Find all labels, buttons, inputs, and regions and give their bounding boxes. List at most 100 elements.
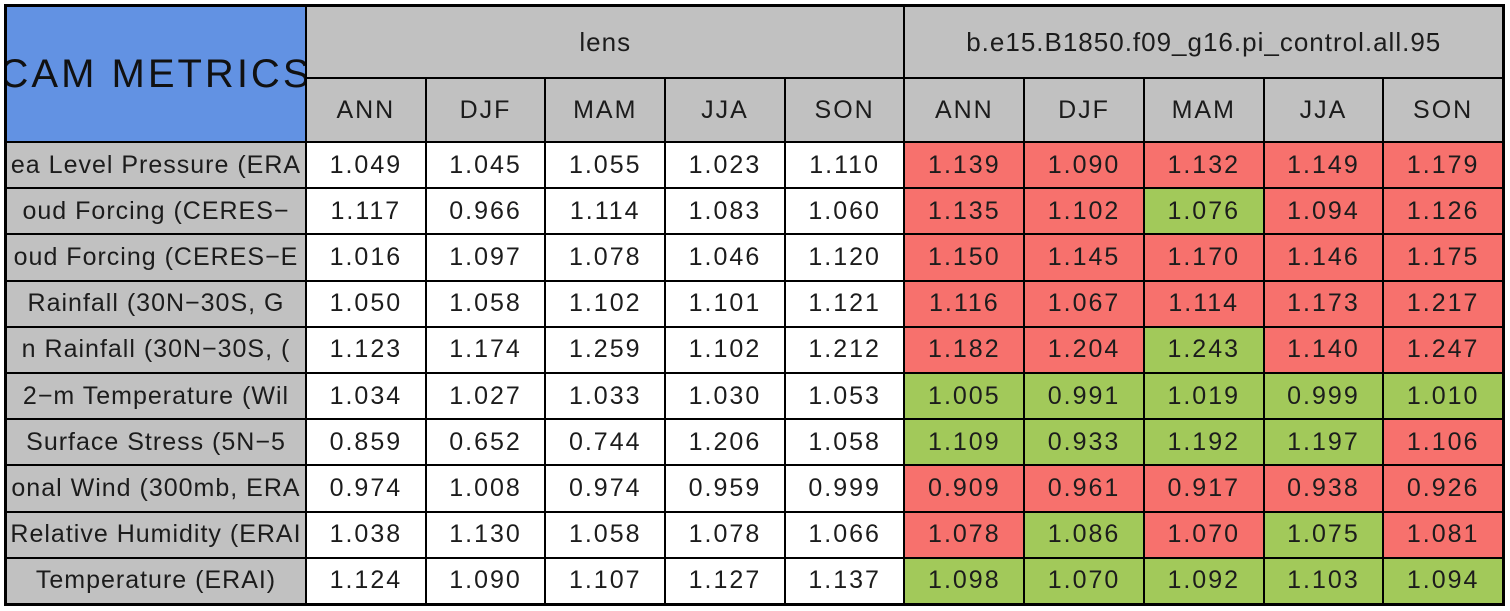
lens-value-cell: 1.101 (664, 279, 784, 326)
lens-value-cell: 1.016 (305, 233, 425, 280)
row-label: Temperature (ERAI) (7, 556, 305, 603)
control-value-cell: 1.078 (903, 510, 1024, 557)
lens-value-cell: 1.053 (783, 372, 904, 419)
control-value-cell: 1.217 (1382, 279, 1502, 326)
col-header-control-son: SON (1382, 77, 1502, 141)
row-label: n Rainfall (30N−30S, ( (7, 325, 305, 372)
row-label: onal Wind (300mb, ERA (7, 464, 305, 511)
row-label: Surface Stress (5N−5 (7, 418, 305, 465)
control-value-cell: 0.926 (1382, 464, 1502, 511)
control-value-cell: 1.243 (1142, 325, 1263, 372)
lens-value-cell: 0.974 (544, 464, 665, 511)
control-value-cell: 1.135 (903, 187, 1024, 234)
control-value-cell: 1.175 (1382, 233, 1502, 280)
control-value-cell: 1.005 (903, 372, 1024, 419)
col-header-lens-jja: JJA (664, 77, 784, 141)
control-value-cell: 0.961 (1023, 464, 1143, 511)
control-value-cell: 1.182 (903, 325, 1024, 372)
lens-value-cell: 1.078 (664, 510, 784, 557)
col-header-lens-djf: DJF (424, 77, 545, 141)
lens-value-cell: 0.744 (544, 418, 665, 465)
control-value-cell: 1.075 (1262, 510, 1383, 557)
lens-value-cell: 1.045 (424, 141, 545, 188)
control-value-cell: 0.909 (903, 464, 1024, 511)
control-value-cell: 1.197 (1262, 418, 1383, 465)
column-group-control-run: b.e15.B1850.f09_g16.pi_control.all.95 (903, 7, 1502, 77)
control-value-cell: 1.090 (1023, 141, 1143, 188)
column-group-lens: lens (305, 7, 904, 77)
lens-value-cell: 1.124 (305, 556, 425, 603)
lens-value-cell: 1.259 (544, 325, 665, 372)
lens-value-cell: 1.078 (544, 233, 665, 280)
control-value-cell: 1.106 (1382, 418, 1502, 465)
lens-value-cell: 0.999 (783, 464, 904, 511)
control-value-cell: 1.150 (903, 233, 1024, 280)
control-value-cell: 1.076 (1142, 187, 1263, 234)
row-label: 2−m Temperature (Wil (7, 372, 305, 419)
lens-value-cell: 1.046 (664, 233, 784, 280)
lens-value-cell: 1.127 (664, 556, 784, 603)
control-value-cell: 0.991 (1023, 372, 1143, 419)
lens-value-cell: 0.959 (664, 464, 784, 511)
lens-value-cell: 1.008 (424, 464, 545, 511)
control-value-cell: 1.114 (1142, 279, 1263, 326)
control-value-cell: 1.067 (1023, 279, 1143, 326)
lens-value-cell: 1.121 (783, 279, 904, 326)
lens-value-cell: 1.120 (783, 233, 904, 280)
lens-value-cell: 1.117 (305, 187, 425, 234)
lens-value-cell: 0.966 (424, 187, 545, 234)
control-value-cell: 1.070 (1142, 510, 1263, 557)
control-value-cell: 1.102 (1023, 187, 1143, 234)
control-value-cell: 1.126 (1382, 187, 1502, 234)
control-value-cell: 0.933 (1023, 418, 1143, 465)
control-value-cell: 1.149 (1262, 141, 1383, 188)
lens-value-cell: 1.033 (544, 372, 665, 419)
control-value-cell: 1.204 (1023, 325, 1143, 372)
control-value-cell: 1.109 (903, 418, 1024, 465)
lens-value-cell: 1.034 (305, 372, 425, 419)
row-label: Rainfall (30N−30S, G (7, 279, 305, 326)
control-value-cell: 1.173 (1262, 279, 1383, 326)
lens-value-cell: 1.049 (305, 141, 425, 188)
lens-value-cell: 1.137 (783, 556, 904, 603)
control-value-cell: 1.139 (903, 141, 1024, 188)
lens-value-cell: 0.859 (305, 418, 425, 465)
control-value-cell: 1.192 (1142, 418, 1263, 465)
col-header-lens-ann: ANN (305, 77, 425, 141)
control-value-cell: 1.070 (1023, 556, 1143, 603)
control-value-cell: 1.179 (1382, 141, 1502, 188)
row-label: ea Level Pressure (ERA (7, 141, 305, 188)
control-value-cell: 1.092 (1142, 556, 1263, 603)
cam-metrics-table: CAM METRICS lens b.e15.B1850.f09_g16.pi_… (4, 4, 1505, 606)
lens-value-cell: 1.212 (783, 325, 904, 372)
row-label: oud Forcing (CERES− (7, 187, 305, 234)
lens-value-cell: 1.027 (424, 372, 545, 419)
lens-value-cell: 1.102 (544, 279, 665, 326)
lens-value-cell: 1.090 (424, 556, 545, 603)
lens-value-cell: 1.055 (544, 141, 665, 188)
lens-value-cell: 1.083 (664, 187, 784, 234)
col-header-control-ann: ANN (903, 77, 1024, 141)
lens-value-cell: 1.102 (664, 325, 784, 372)
control-value-cell: 1.146 (1262, 233, 1383, 280)
control-value-cell: 1.116 (903, 279, 1024, 326)
col-header-lens-son: SON (783, 77, 904, 141)
lens-value-cell: 1.174 (424, 325, 545, 372)
lens-value-cell: 1.130 (424, 510, 545, 557)
control-value-cell: 1.132 (1142, 141, 1263, 188)
control-value-cell: 1.081 (1382, 510, 1502, 557)
control-value-cell: 0.999 (1262, 372, 1383, 419)
col-header-control-djf: DJF (1023, 77, 1143, 141)
lens-value-cell: 1.110 (783, 141, 904, 188)
lens-value-cell: 1.038 (305, 510, 425, 557)
row-label: Relative Humidity (ERAI (7, 510, 305, 557)
control-value-cell: 0.917 (1142, 464, 1263, 511)
control-value-cell: 1.140 (1262, 325, 1383, 372)
control-value-cell: 1.086 (1023, 510, 1143, 557)
lens-value-cell: 1.050 (305, 279, 425, 326)
row-label: oud Forcing (CERES−E (7, 233, 305, 280)
lens-value-cell: 1.097 (424, 233, 545, 280)
lens-value-cell: 1.123 (305, 325, 425, 372)
col-header-lens-mam: MAM (544, 77, 665, 141)
lens-value-cell: 1.107 (544, 556, 665, 603)
